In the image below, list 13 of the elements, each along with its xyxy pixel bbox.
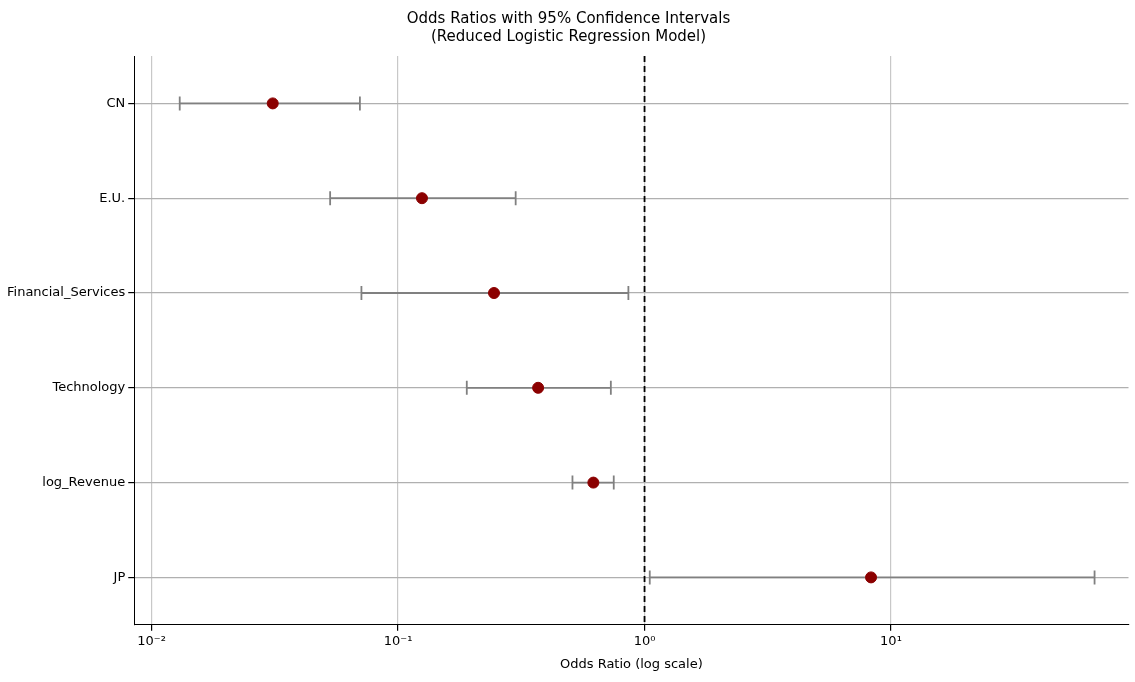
y-tick-label: Financial_Services xyxy=(6,284,126,300)
x-axis-title: Odds Ratio (log scale) xyxy=(560,655,703,671)
y-tick-label: Technology xyxy=(51,379,126,395)
x-tick-label: 10¹ xyxy=(880,632,902,648)
y-tick-label: JP xyxy=(112,568,126,584)
x-tick-label: 10⁻¹ xyxy=(383,632,413,648)
chart-title: Odds Ratios with 95% Confidence Intervals xyxy=(406,8,731,27)
x-tick-label: 10⁰ xyxy=(633,632,656,648)
x-tick-label: 10⁻² xyxy=(137,632,166,648)
y-tick-label: E.U. xyxy=(99,189,126,205)
chart-subtitle: (Reduced Logistic Regression Model) xyxy=(430,26,707,45)
y-tick-label: log_Revenue xyxy=(42,473,126,489)
y-tick-label: CN xyxy=(106,94,126,110)
